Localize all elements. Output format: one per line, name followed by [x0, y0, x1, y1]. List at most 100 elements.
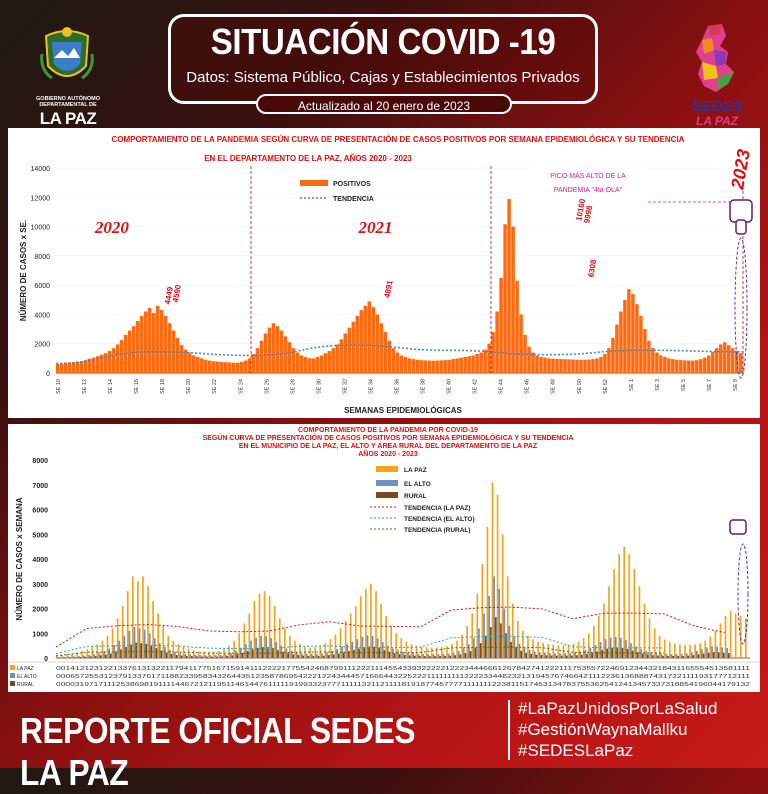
chart2-bar: [248, 613, 250, 658]
chart2-bar: [166, 653, 168, 658]
chart2-bar: [412, 653, 414, 658]
chart2-bar: [519, 644, 521, 658]
chart2-bar: [473, 638, 475, 658]
chart1-bar: [204, 360, 207, 373]
chart2-bar: [276, 642, 278, 658]
chart2-ytick: 6000: [32, 508, 48, 515]
chart1-ytick: 12000: [31, 195, 51, 202]
chart2-bar: [98, 653, 100, 658]
hashtag-3[interactable]: #SEDESLaPaz: [518, 740, 758, 761]
chart1-bar: [575, 360, 578, 373]
chart2-bar: [639, 586, 641, 658]
chart2-bar: [115, 652, 117, 658]
chart1-bar: [56, 364, 59, 373]
chart2-bar: [461, 634, 463, 658]
chart1-bar: [659, 355, 662, 373]
chart1-bar: [236, 363, 239, 373]
chart2-bar: [667, 656, 669, 658]
hashtag-1[interactable]: #LaPazUnidosPorLaSalud: [518, 698, 758, 719]
chart1-bar: [388, 341, 391, 373]
chart1-xtick: SE 52: [603, 379, 609, 394]
chart1-ylabel: NÚMERO DE CASOS x SE.: [19, 220, 28, 321]
chart2-bar: [608, 586, 610, 658]
page-subtitle: Datos: Sistema Público, Cajas y Establec…: [171, 69, 595, 86]
chart1-xtick: SE 22: [212, 379, 218, 394]
chart1-bar: [256, 348, 259, 373]
chart1-bar: [567, 359, 570, 373]
chart2-bar: [284, 628, 286, 658]
chart2-bar: [598, 616, 600, 658]
chart2-bar: [576, 655, 578, 658]
chart2-bar: [260, 636, 262, 658]
chart2-bar: [585, 650, 587, 658]
footer-divider: [508, 700, 510, 760]
chart2-bar: [591, 653, 593, 658]
chart2-bar: [186, 656, 188, 658]
chart2-ylabel: NÚMERO DE CASOS x SEMANA: [15, 497, 24, 620]
chart2-ytick: 8000: [32, 458, 48, 465]
chart1-xtick: SE 44: [499, 379, 505, 394]
chart2-bar: [448, 654, 450, 658]
chart1-bar: [112, 348, 115, 373]
chart1-xtick: SE 42: [473, 379, 479, 394]
chart2-bar: [167, 636, 169, 658]
chart1-bar: [180, 345, 183, 373]
chart2-bar: [682, 656, 684, 658]
chart2-bar: [173, 641, 175, 658]
chart1-bar: [439, 360, 442, 373]
chart1-ytick: 2000: [34, 342, 50, 349]
chart2-bar: [552, 645, 554, 658]
chart2-bar: [78, 656, 80, 658]
chart2-bar: [296, 652, 298, 658]
chart1-bar: [188, 353, 191, 374]
chart2-bar: [647, 655, 649, 658]
chart1-bar: [372, 307, 375, 373]
chart1-bar: [711, 352, 714, 373]
chart2-bar: [517, 621, 519, 658]
chart1-bar: [527, 347, 530, 373]
logo-right-line2: LA PAZ: [678, 114, 756, 128]
chart2-bar: [539, 652, 541, 658]
chart2-bar: [492, 482, 494, 658]
chart2-bar: [196, 656, 198, 658]
chart1-bar: [228, 362, 231, 373]
chart2-bar: [66, 654, 68, 658]
chart2-bar: [600, 642, 602, 658]
chart1-bar: [519, 314, 522, 373]
chart1-xlabel: SEMANAS EPIDEMIOLÓGICAS: [344, 406, 462, 415]
chart2-bar: [358, 649, 360, 658]
chart1-xtick: SE 38: [421, 379, 427, 394]
chart2-bar: [715, 631, 717, 658]
chart2-bar: [441, 647, 443, 658]
chart2-bar: [247, 651, 249, 658]
chart1-bar: [120, 340, 123, 373]
chart2-bar: [483, 613, 485, 658]
chart2-bar: [382, 642, 384, 658]
chart2-bar: [414, 656, 416, 658]
chart2-ytick: 7000: [32, 483, 48, 490]
chart2-bar: [243, 623, 245, 658]
chart2-bar: [73, 656, 75, 658]
chart2-table-row-label: LA PAZ: [17, 666, 34, 672]
chart2-bar: [194, 655, 196, 658]
chart2-bar: [309, 648, 311, 658]
chart2-legend-label: TENDENCIA (EL ALTO): [404, 516, 475, 523]
chart2-bar: [227, 656, 229, 658]
chart1-bar: [415, 360, 418, 373]
chart2-bar: [578, 642, 580, 658]
chart2-bar: [86, 649, 88, 658]
chart1-ytick: 14000: [31, 166, 51, 173]
chart2-bar: [583, 638, 585, 658]
chart2-ytick: 5000: [32, 532, 48, 539]
chart2-bar: [514, 637, 516, 658]
chart2-bar: [297, 655, 299, 658]
chart1-xtick: SE 10: [56, 379, 62, 394]
chart1-bar: [64, 363, 67, 373]
chart2-bar: [559, 653, 561, 658]
hashtag-2[interactable]: #GestiónWaynaMallku: [518, 719, 758, 740]
chart1-bar: [563, 359, 566, 373]
chart1-bar: [196, 357, 199, 373]
chart1-bar: [703, 358, 706, 373]
chart2-bar: [433, 654, 435, 658]
chart2-bar: [588, 633, 590, 658]
